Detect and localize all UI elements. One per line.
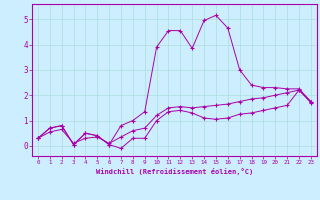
X-axis label: Windchill (Refroidissement éolien,°C): Windchill (Refroidissement éolien,°C) bbox=[96, 168, 253, 175]
